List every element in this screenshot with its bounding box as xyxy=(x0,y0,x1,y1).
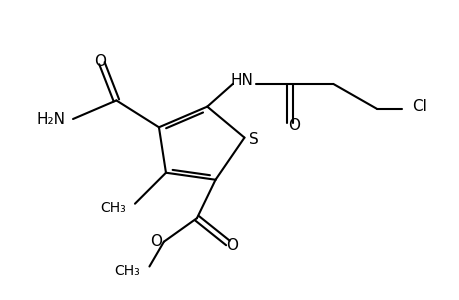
Text: H₂N: H₂N xyxy=(37,112,66,127)
Text: CH₃: CH₃ xyxy=(114,264,140,278)
Text: O: O xyxy=(287,118,299,133)
Text: Cl: Cl xyxy=(411,99,426,114)
Text: HN: HN xyxy=(230,73,253,88)
Text: S: S xyxy=(248,132,258,147)
Text: CH₃: CH₃ xyxy=(100,201,126,215)
Text: O: O xyxy=(225,238,238,253)
Text: O: O xyxy=(150,234,162,249)
Text: O: O xyxy=(94,54,106,69)
